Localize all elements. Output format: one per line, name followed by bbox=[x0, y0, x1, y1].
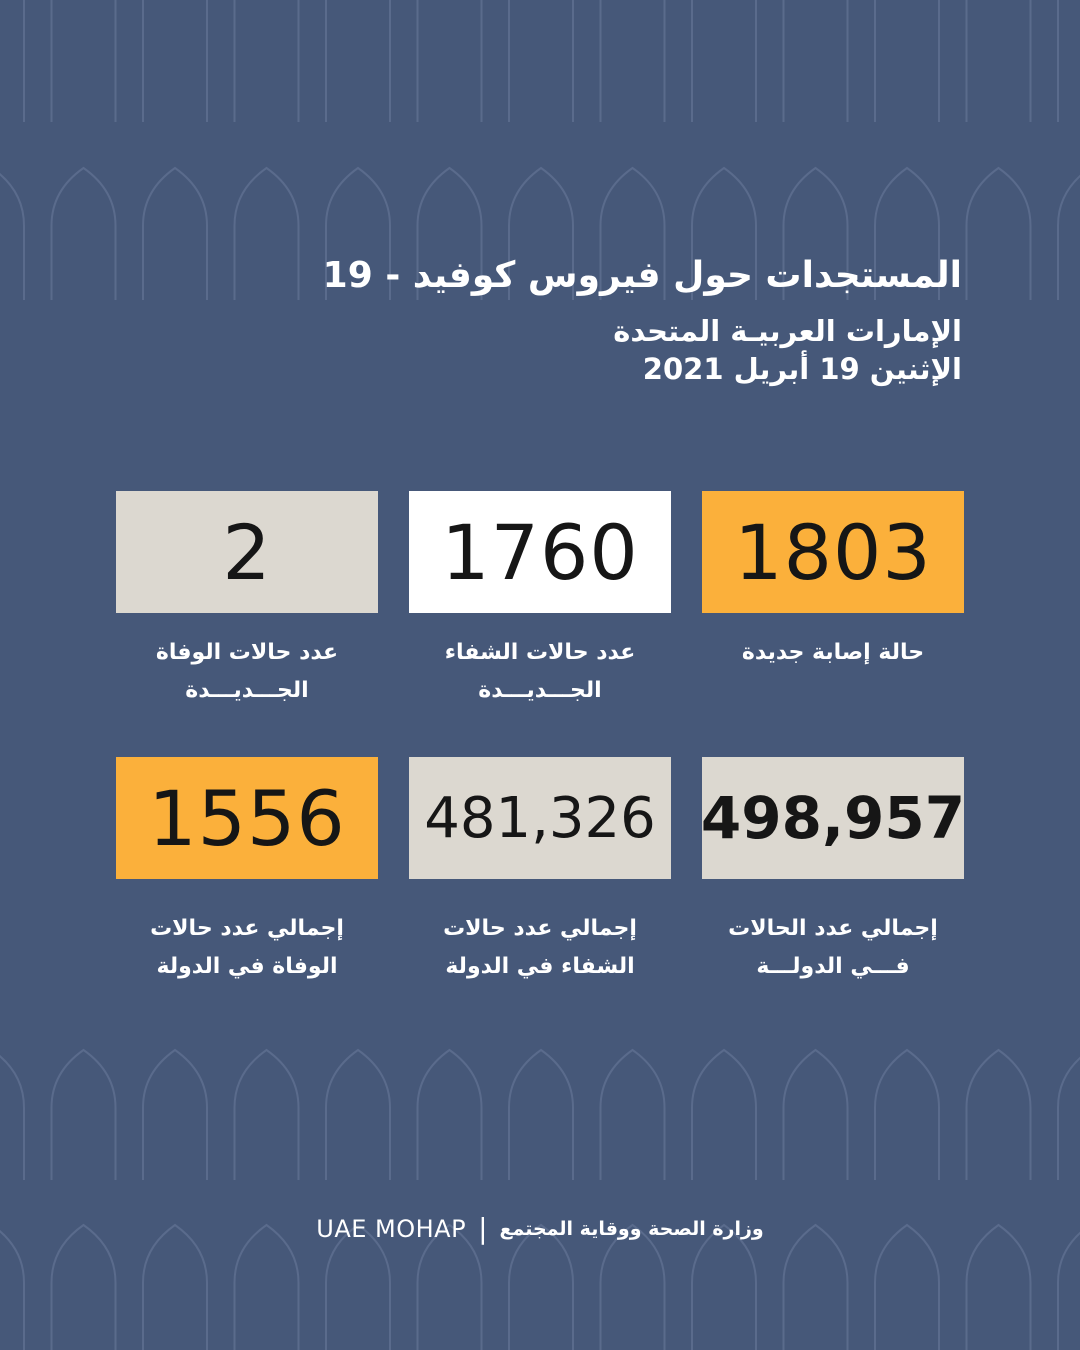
stat-label-line: الوفاة في الدولة bbox=[156, 954, 338, 979]
arch-shape bbox=[233, 166, 300, 300]
arch-shape bbox=[50, 166, 117, 300]
arch-shape bbox=[142, 1223, 208, 1350]
stat-value: 498,957 bbox=[700, 784, 966, 852]
arch-shape bbox=[1057, 1231, 1080, 1350]
stat-label-line: إجمالي عدد الحالات bbox=[728, 916, 938, 941]
arch-shape bbox=[874, 1048, 940, 1180]
arch-shape bbox=[325, 1223, 391, 1350]
arch-shape bbox=[325, 1048, 391, 1180]
report-date: الإثنين 19 أبريل 2021 bbox=[642, 352, 962, 386]
stat-label-line: الجـــديـــدة bbox=[185, 678, 309, 703]
arch-shape bbox=[599, 0, 666, 122]
stat-card-new-recoveries: 1760 bbox=[409, 491, 671, 613]
arch-shape bbox=[325, 0, 391, 122]
stat-label-line: عدد حالات الشفاء bbox=[444, 640, 636, 665]
stat-value: 1803 bbox=[734, 507, 932, 597]
stat-label-total-recoveries: إجمالي عدد حالات الشفاء في الدولة bbox=[409, 910, 671, 986]
stat-label-total-cases: إجمالي عدد الحالات فـــي الدولـــة bbox=[702, 910, 964, 986]
stat-label-line: حالة إصابة جديدة bbox=[741, 640, 925, 665]
arch-shape bbox=[599, 1223, 666, 1350]
arch-shape bbox=[50, 0, 117, 122]
arch-shape bbox=[23, 0, 25, 122]
stat-value: 481,326 bbox=[424, 785, 656, 851]
arch-shape bbox=[691, 0, 757, 122]
arch-shape bbox=[508, 166, 574, 300]
stat-label-line: عدد حالات الوفاة bbox=[155, 640, 339, 665]
stat-card-new-cases: 1803 bbox=[702, 491, 964, 613]
arch-pattern-bottom bbox=[0, 1048, 1080, 1350]
stat-card-total-cases: 498,957 bbox=[700, 757, 966, 879]
arch-shape bbox=[508, 1223, 574, 1350]
org-name-english: UAE MOHAP bbox=[316, 1214, 467, 1243]
arch-shape bbox=[416, 166, 483, 300]
arch-shape bbox=[782, 1223, 849, 1350]
header: المستجدات حول فيروس كوفيد - 19 الإمارات … bbox=[262, 250, 962, 388]
arch-shape bbox=[508, 0, 574, 122]
country-name: الإمارات العربيـة المتحدة bbox=[613, 314, 962, 348]
arch-shape bbox=[416, 1223, 483, 1350]
arch-shape bbox=[142, 166, 208, 300]
arch-shape bbox=[416, 0, 483, 122]
arch-shape bbox=[782, 0, 849, 122]
footer: UAE MOHAP | وزارة الصحة ووقاية المجتمع bbox=[0, 1212, 1080, 1245]
arch-shape bbox=[965, 166, 1032, 300]
stat-label-line: إجمالي عدد حالات bbox=[443, 916, 637, 941]
arch-shape bbox=[508, 1048, 574, 1180]
stat-label-line: فـــي الدولـــة bbox=[756, 954, 910, 979]
arch-shape bbox=[599, 166, 666, 300]
arch-shape bbox=[965, 1048, 1032, 1180]
arch-shape bbox=[0, 1054, 25, 1180]
arch-shape bbox=[233, 0, 300, 122]
footer-separator: | bbox=[478, 1212, 488, 1245]
page-title: المستجدات حول فيروس كوفيد - 19 bbox=[322, 255, 962, 296]
arch-shape bbox=[233, 1223, 300, 1350]
arch-shape bbox=[142, 0, 208, 122]
arch-shape bbox=[50, 1048, 117, 1180]
arch-shape bbox=[874, 1223, 940, 1350]
stat-label-line: إجمالي عدد حالات bbox=[150, 916, 344, 941]
stat-value: 1760 bbox=[441, 507, 639, 597]
arch-shape bbox=[0, 172, 25, 300]
arch-shape bbox=[782, 1048, 849, 1180]
arch-shape bbox=[691, 1223, 757, 1350]
stat-card-new-deaths: 2 bbox=[116, 491, 378, 613]
arch-shape bbox=[1057, 174, 1080, 300]
arch-shape bbox=[50, 1223, 117, 1350]
stat-card-total-deaths: 1556 bbox=[116, 757, 378, 879]
arch-shape bbox=[691, 1048, 757, 1180]
stat-label-new-recoveries: عدد حالات الشفاء الجـــديـــدة bbox=[409, 634, 671, 710]
stat-label-new-deaths: عدد حالات الوفاة الجـــديـــدة bbox=[116, 634, 378, 710]
arch-shape bbox=[965, 0, 1032, 122]
arch-shape bbox=[965, 1223, 1032, 1350]
stat-card-total-recoveries: 481,326 bbox=[409, 757, 671, 879]
org-name-arabic: وزارة الصحة ووقاية المجتمع bbox=[499, 1217, 764, 1240]
arch-shape bbox=[325, 166, 391, 300]
arch-pattern-top bbox=[0, 0, 1080, 300]
stat-label-line: الجـــديـــدة bbox=[478, 678, 602, 703]
stat-value: 2 bbox=[222, 507, 272, 597]
arch-shape bbox=[691, 166, 757, 300]
arch-shape bbox=[416, 1048, 483, 1180]
arch-shape bbox=[1057, 0, 1059, 122]
stat-label-new-cases: حالة إصابة جديدة bbox=[702, 634, 964, 672]
arch-shape bbox=[1057, 1056, 1080, 1180]
stat-label-line: الشفاء في الدولة bbox=[445, 954, 635, 979]
arch-shape bbox=[782, 166, 849, 300]
arch-shape bbox=[874, 166, 940, 300]
arch-shape bbox=[874, 0, 940, 122]
stat-label-total-deaths: إجمالي عدد حالات الوفاة في الدولة bbox=[116, 910, 378, 986]
stat-value: 1556 bbox=[148, 773, 346, 863]
arch-shape bbox=[142, 1048, 208, 1180]
arch-shape bbox=[233, 1048, 300, 1180]
arch-shape bbox=[0, 1229, 25, 1350]
arch-shape bbox=[599, 1048, 666, 1180]
